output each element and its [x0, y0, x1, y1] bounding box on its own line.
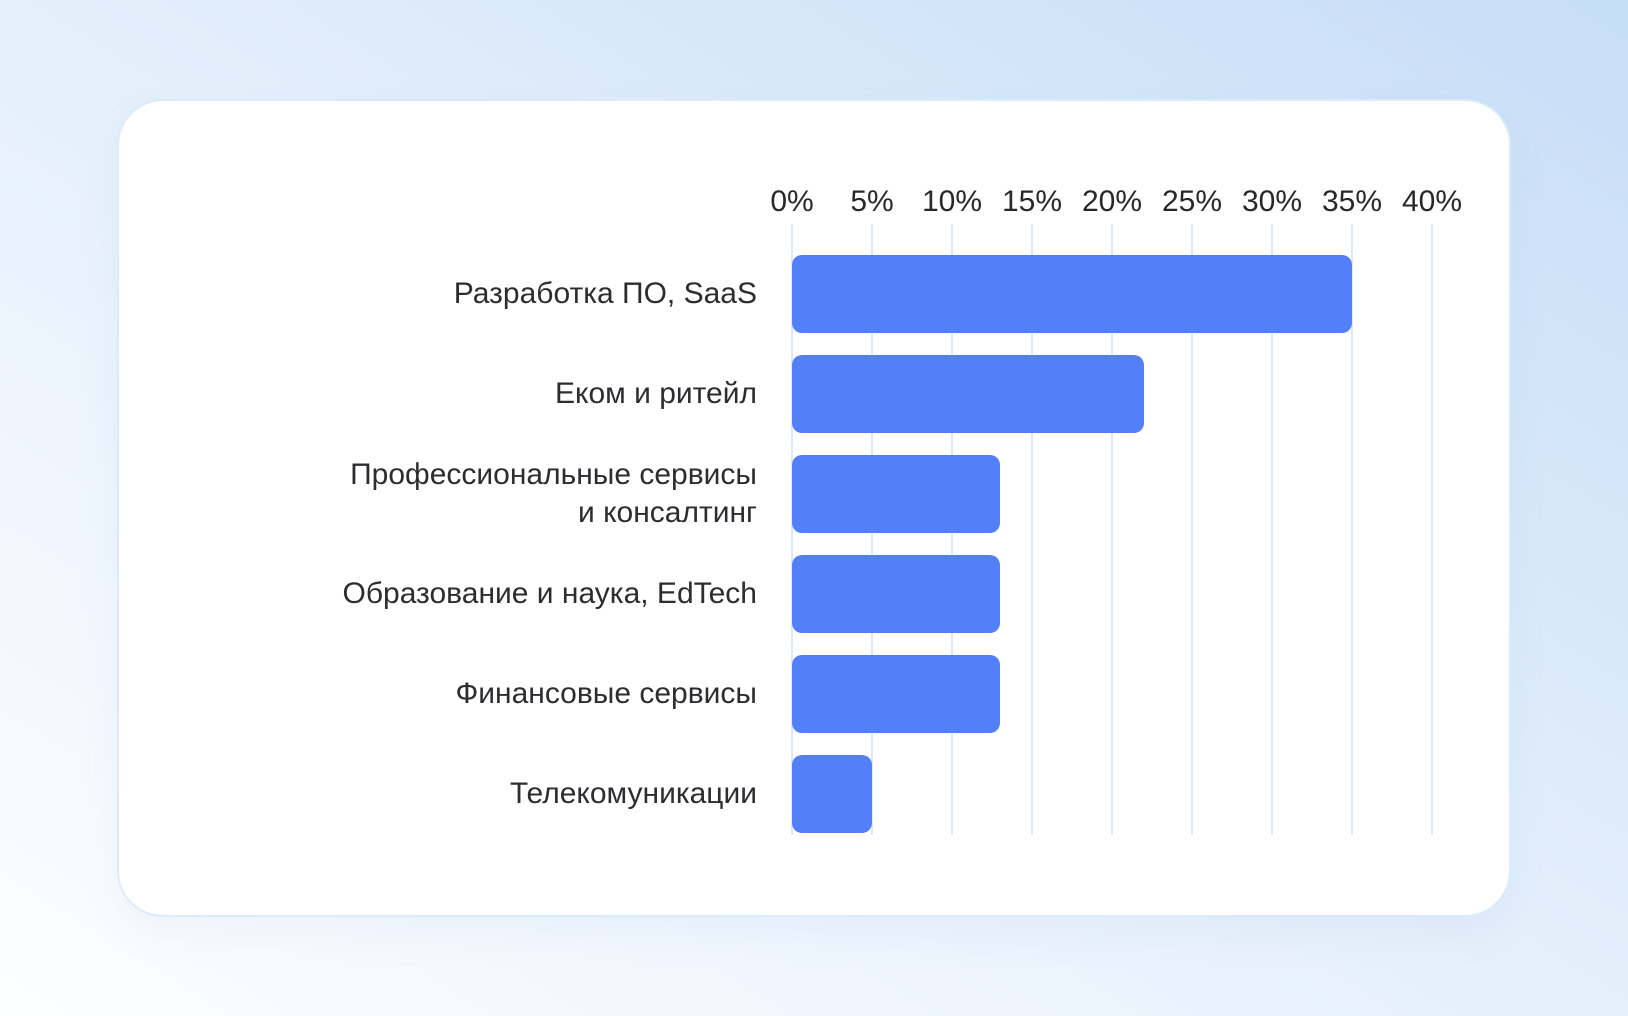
category-label: Телекомуникации: [509, 777, 757, 810]
category-label: Профессиональные сервисы и консалтинг: [350, 458, 757, 529]
x-axis-tick-label: 25%: [1161, 185, 1223, 218]
gridline: [1271, 224, 1273, 835]
category-label: Образование и наука, EdTech: [342, 577, 758, 610]
category-label: Разработка ПО, SaaS: [453, 277, 757, 310]
x-axis-tick-label: 15%: [1001, 185, 1063, 218]
gridline: [1111, 224, 1113, 835]
x-axis-tick-label: 0%: [770, 185, 814, 218]
bar-1: [792, 255, 1352, 333]
gridline: [1351, 224, 1353, 835]
gridline: [1431, 224, 1433, 835]
x-axis-tick-label: 20%: [1081, 185, 1143, 218]
category-label: Еком и ритейл: [554, 377, 757, 410]
x-axis-tick-label: 35%: [1321, 185, 1383, 218]
x-axis-tick-label: 10%: [921, 185, 983, 218]
x-axis-tick-label: 40%: [1401, 185, 1463, 218]
x-axis-tick-label: 5%: [850, 185, 894, 218]
bar-5: [792, 655, 1000, 733]
gridline: [1191, 224, 1193, 835]
bar-4: [792, 555, 1000, 633]
category-label: Финансовые сервисы: [455, 677, 757, 710]
gridline: [791, 224, 793, 835]
bar-6: [792, 755, 872, 833]
x-axis-tick-label: 30%: [1241, 185, 1303, 218]
chart-card: 0% 5% 10% 15% 20% 25% 30% 35% 40% Разработка ПО, …: [117, 99, 1511, 917]
bar-2: [792, 355, 1144, 433]
gridline: [1031, 224, 1033, 835]
bar-chart: 0% 5% 10% 15% 20% 25% 30% 35% 40% Разработка ПО, …: [119, 101, 1509, 915]
bar-3: [792, 455, 1000, 533]
